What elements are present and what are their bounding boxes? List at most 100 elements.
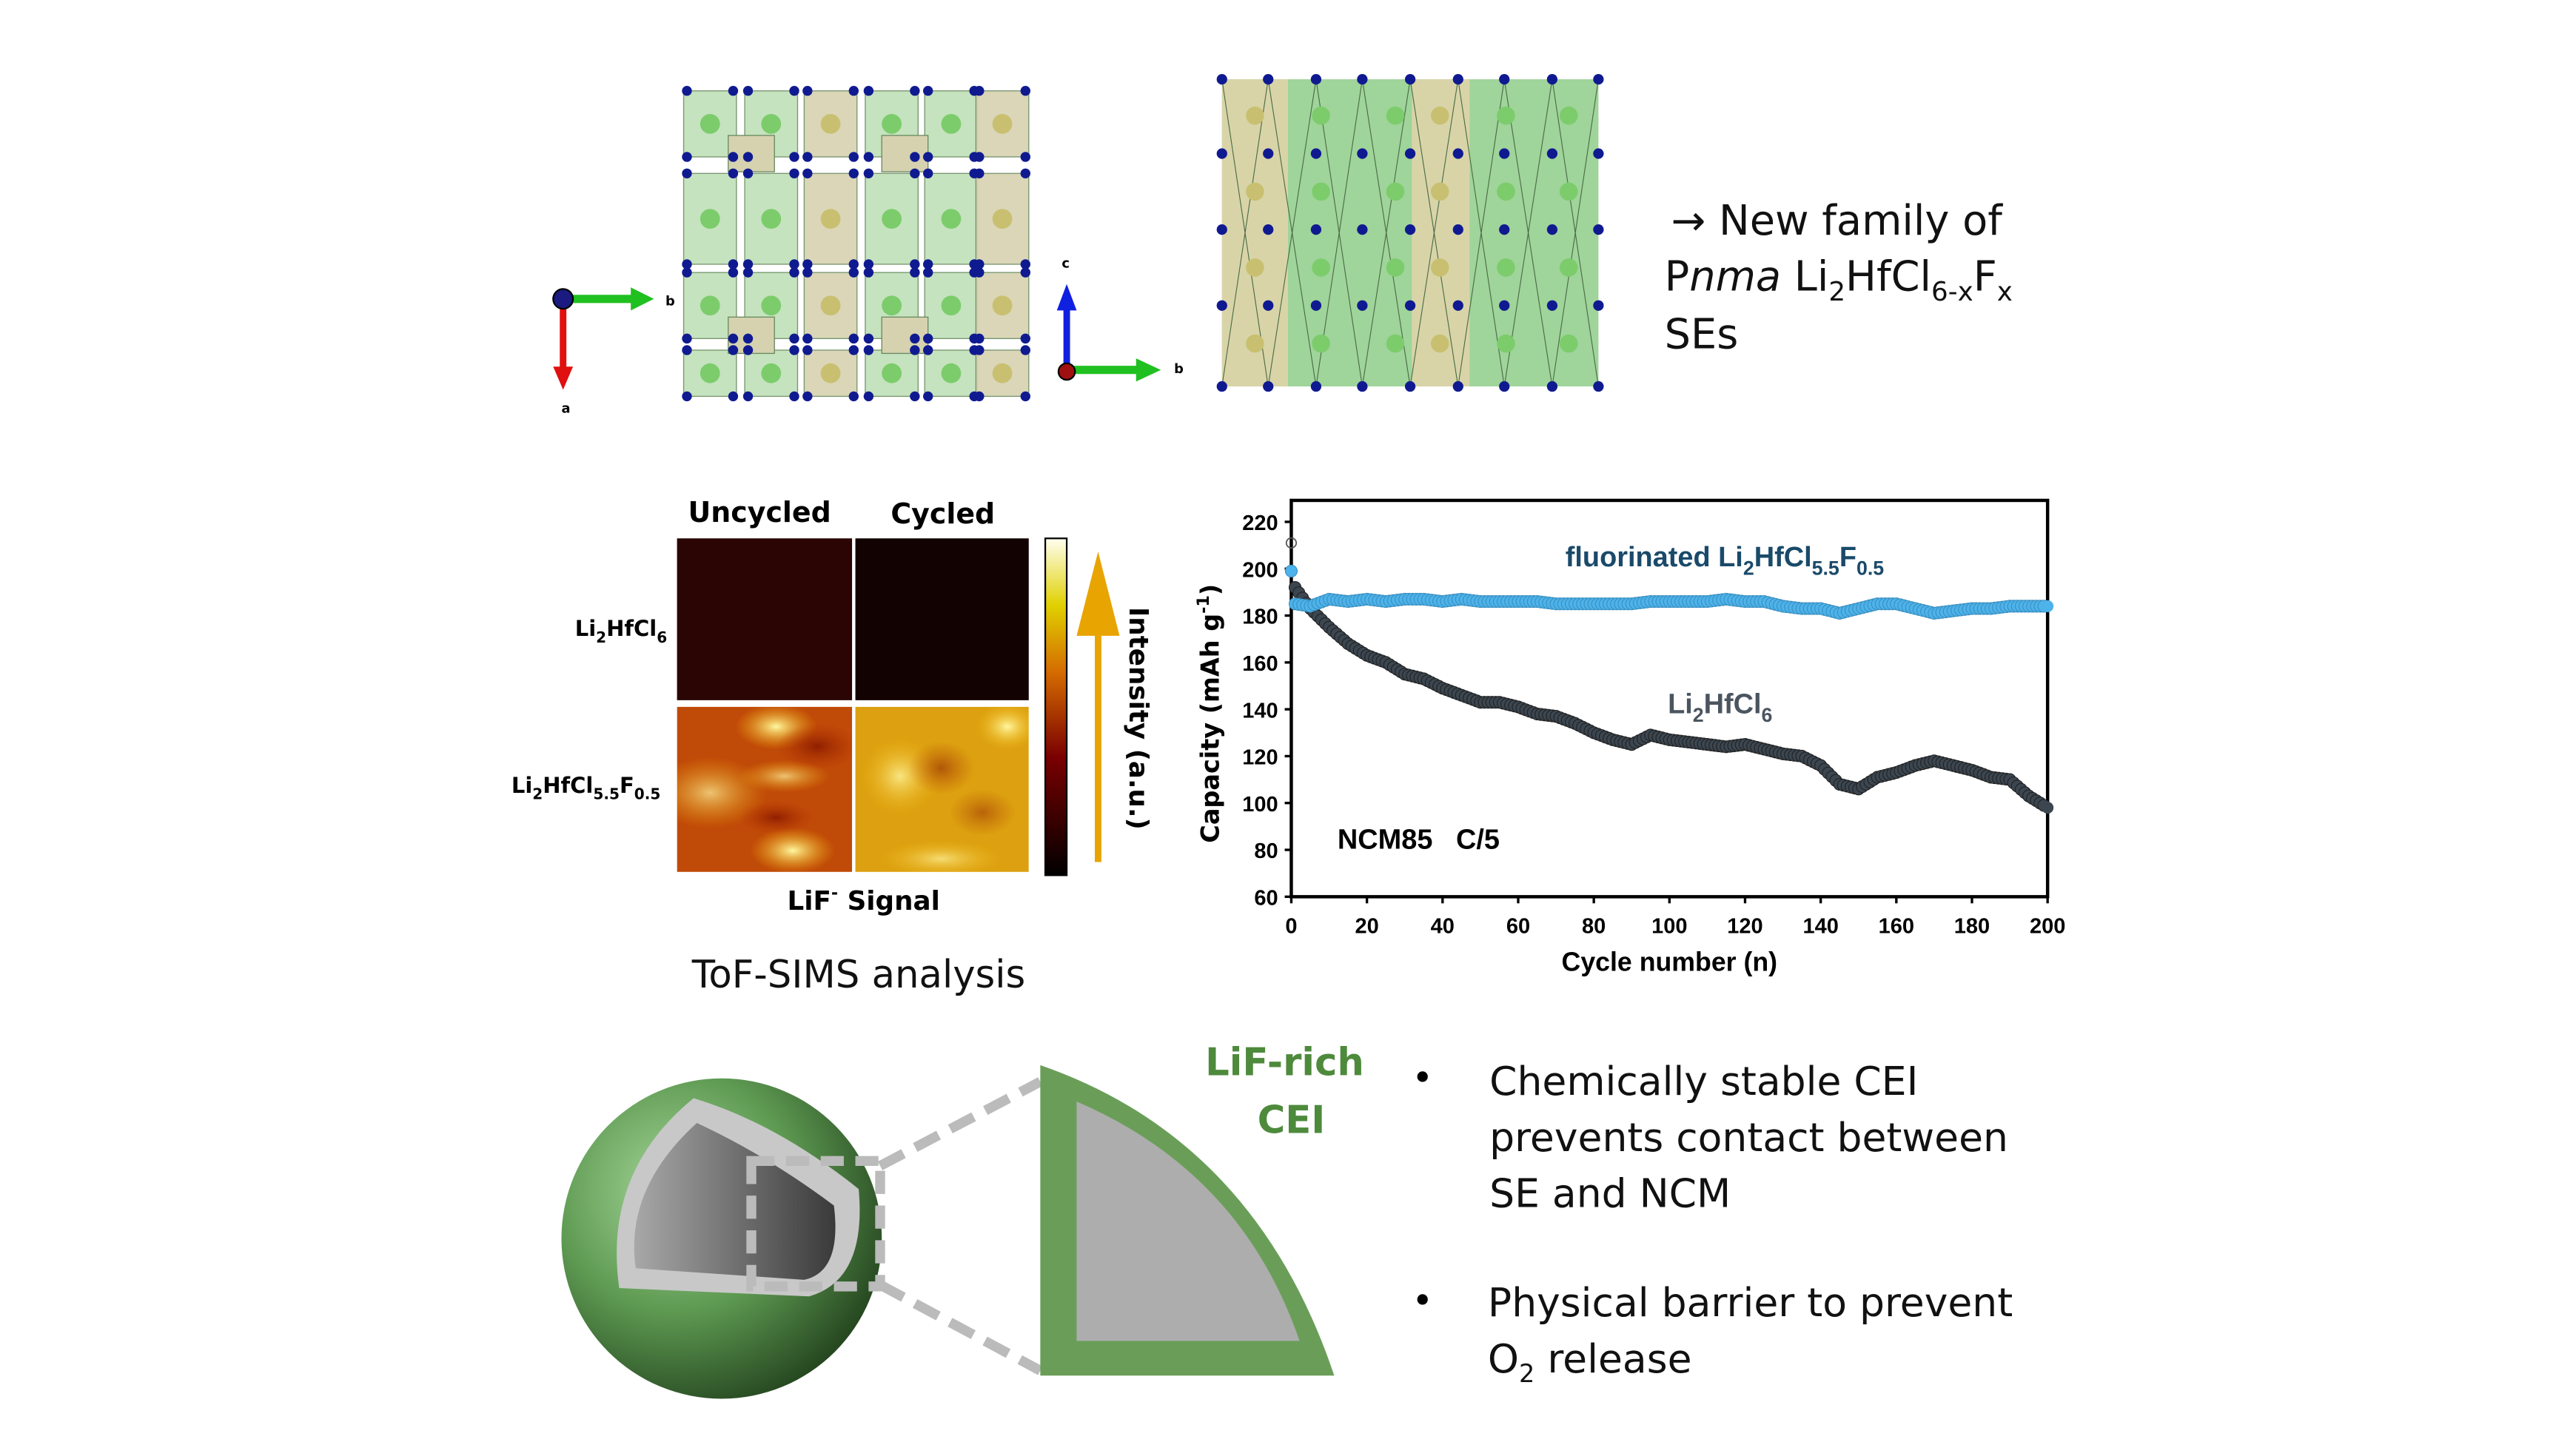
anion-atom (789, 86, 799, 96)
anion-atom (1593, 148, 1604, 159)
anion-atom (802, 86, 813, 96)
anion-atom (802, 391, 813, 402)
x-tick-label: 160 (1879, 914, 1914, 938)
atom (761, 113, 782, 134)
polyhedron (881, 316, 929, 355)
annotation-ncm85-c5: NCM85 C/5 (1338, 825, 1500, 856)
anion-atom (1404, 148, 1416, 159)
bullet-list: • Chemically stable CEI prevents contact… (1412, 1056, 2013, 1388)
anion-atom (1357, 224, 1368, 235)
x-tick-label: 120 (1727, 914, 1762, 938)
anion-atom (1020, 391, 1030, 402)
anion-atom (728, 259, 739, 269)
atom (1497, 182, 1515, 201)
atom (1386, 334, 1405, 353)
tof-sims-caption: ToF-SIMS analysis (691, 953, 1026, 997)
anion-atom (742, 168, 754, 178)
anion-atom (910, 267, 920, 278)
series-label-fluorinated: fluorinated Li2HfCl5.5F0.5 (1566, 542, 1885, 579)
polyhedron (881, 135, 929, 172)
anion-atom (923, 391, 933, 402)
anion-atom (1020, 152, 1030, 162)
anion-atom (1593, 380, 1604, 392)
series-fluorinated (1284, 564, 2054, 620)
atom (882, 209, 902, 229)
anion-atom (1020, 259, 1030, 269)
anion-atom (923, 259, 933, 269)
bullet-text: Physical barrier to prevent (1488, 1279, 2013, 1326)
anion-atom (1404, 380, 1416, 392)
anion-atom (802, 259, 813, 269)
data-point (1285, 537, 1298, 549)
anion-atom (1357, 300, 1368, 311)
y-tick-label: 180 (1242, 606, 1278, 629)
anion-atom (923, 333, 933, 344)
axis-label-b: b (665, 294, 675, 309)
headline: → New family of Pnma Li2HfCl6-xFx SEs (1665, 197, 2013, 359)
x-tick-label: 180 (1954, 914, 1990, 938)
anion-atom (742, 152, 754, 162)
anion-atom (1020, 333, 1030, 344)
polyhedron (744, 172, 799, 265)
anion-atom (1020, 86, 1030, 96)
data-point (2042, 600, 2054, 612)
anion-atom (789, 168, 799, 178)
y-tick-label: 200 (1242, 558, 1278, 582)
anion-atom (863, 345, 874, 355)
polyhedron (803, 272, 858, 340)
colorbar (1044, 537, 1068, 876)
x-tick-label: 60 (1506, 914, 1530, 938)
anion-atom (1499, 380, 1510, 392)
anion-atom (910, 259, 920, 269)
atom (1559, 106, 1578, 125)
y-tick-label: 100 (1242, 793, 1278, 817)
column-header-cycled: Cycled (890, 497, 995, 530)
map-uncycled-li2hfcl6 (677, 538, 853, 700)
axis-label-b: b (1174, 361, 1184, 377)
anion-atom (789, 391, 799, 402)
anion-atom (742, 259, 754, 269)
y-tick-label: 120 (1242, 746, 1278, 770)
anion-atom (682, 168, 692, 178)
anion-atom (923, 345, 933, 355)
atom (941, 209, 962, 229)
zoom-line-bottom (877, 1280, 1043, 1375)
x-tick-label: 200 (2030, 914, 2065, 938)
anion-atom (1546, 380, 1558, 392)
svg-text:SEs: SEs (1665, 311, 1739, 359)
anion-atom (923, 267, 933, 278)
ncm-core (634, 1122, 836, 1280)
anion-atom (728, 152, 739, 162)
anion-atom (1357, 380, 1368, 392)
anion-atom (974, 391, 985, 402)
anion-atom (863, 391, 874, 402)
anion-atom (802, 168, 813, 178)
series-li2hfcl6 (1288, 580, 2054, 814)
anion-atom (789, 267, 799, 278)
anion-atom (728, 345, 739, 355)
atom (700, 209, 720, 229)
anion-atom (863, 168, 874, 178)
anion-atom (910, 152, 920, 162)
x-tick-label: 20 (1355, 914, 1378, 938)
atom (761, 363, 782, 383)
atom (820, 363, 841, 383)
anion-atom (742, 345, 754, 355)
anion-atom (848, 259, 859, 269)
anion-atom (1452, 224, 1463, 235)
anion-atom (1452, 148, 1463, 159)
atom (820, 209, 841, 229)
atom (1430, 258, 1449, 277)
row-label-li2hfcl6: Li2HfCl6 (575, 616, 667, 646)
anion-atom (1310, 224, 1322, 235)
anion-atom (1499, 300, 1510, 311)
anion-atom (1546, 224, 1558, 235)
atom (1497, 334, 1515, 353)
bullet-text: prevents contact between (1489, 1114, 2008, 1161)
svg-text:→ New family of: → New family of (1671, 197, 2004, 245)
atom (1312, 334, 1330, 353)
x-tick-label: 100 (1651, 914, 1687, 938)
anion-atom (1310, 148, 1322, 159)
x-tick-label: 40 (1431, 914, 1455, 938)
axes-indicator-right: c b (1056, 255, 1184, 382)
